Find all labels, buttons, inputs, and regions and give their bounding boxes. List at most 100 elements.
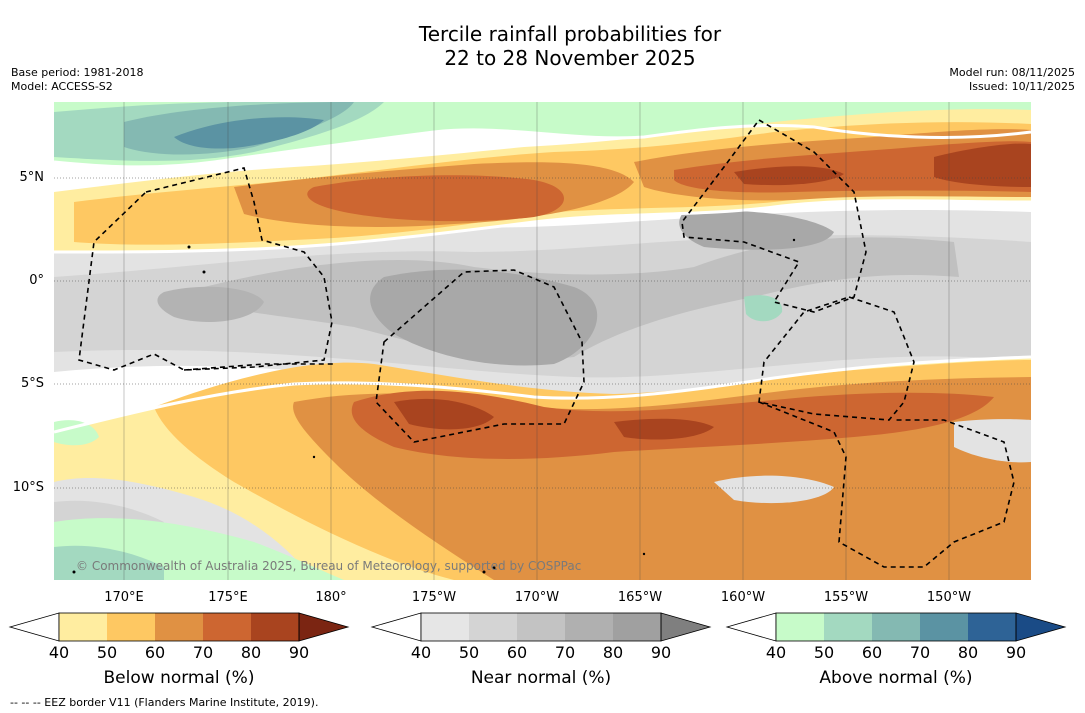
tick-above-60: 60: [861, 643, 883, 662]
colorbar-near-bin-50-60: [469, 613, 517, 641]
above-normal-area: [744, 295, 783, 322]
colorbar-above-max-triangle: [1015, 612, 1067, 642]
tick-above-40: 40: [765, 643, 787, 662]
colorbar-near-max-triangle: [660, 612, 712, 642]
colorbars: [8, 612, 1067, 642]
colorbar-below-title: Below normal (%): [103, 668, 255, 688]
colorbar-ticks: 40 50 60 70 80 90 40 50 60 70 80 90 40 5…: [0, 643, 1085, 665]
colorbar-below-min-triangle: [8, 612, 60, 642]
model-run: Model run: 08/11/2025: [949, 66, 1075, 79]
above-normal-area: [174, 117, 324, 149]
eez-border-cook: [758, 401, 1015, 568]
lon-label-170E: 170°E: [104, 590, 144, 605]
colorbar-above-bin-80-90: [968, 613, 1016, 641]
tick-near-60: 60: [506, 643, 528, 662]
contour-line: [54, 199, 1031, 254]
eez-border-french-polynesia: [758, 296, 915, 421]
below-normal-area: [934, 143, 1031, 187]
colorbar-above-title: Above normal (%): [819, 668, 973, 688]
tick-above-50: 50: [813, 643, 835, 662]
below-normal-area: [614, 418, 714, 440]
copyright-note: © Commonwealth of Australia 2025, Bureau…: [76, 559, 582, 573]
near-normal-area: [157, 286, 264, 322]
colorbar-near-bin-40-50: [421, 613, 469, 641]
lon-label-150W: 150°W: [926, 590, 972, 605]
meta-left: Base period: 1981-2018 Model: ACCESS-S2: [11, 66, 143, 94]
island: [72, 570, 76, 574]
tick-near-80: 80: [602, 643, 624, 662]
graticule: [54, 177, 1031, 489]
eez-border-samoa: [183, 363, 334, 371]
tick-above-80: 80: [957, 643, 979, 662]
eez-border-kiribati-line: [681, 118, 867, 313]
near-normal-area: [954, 419, 1031, 463]
colorbar-above-bin-50-60: [824, 613, 872, 641]
lat-label-0: 0°: [29, 273, 44, 288]
title-line-1: Tercile rainfall probabilities for: [418, 22, 722, 46]
below-normal-area: [734, 166, 844, 186]
colorbar-above-bin-70-80: [920, 613, 968, 641]
lon-label-180: 180°: [315, 590, 347, 605]
colorbar-above-frame: [775, 612, 1017, 642]
tick-near-70: 70: [554, 643, 576, 662]
above-normal-area: [54, 420, 99, 446]
title-line-2: 22 to 28 November 2025: [444, 46, 696, 70]
contour-line: [54, 123, 1031, 169]
colorbar-above-bin-40-50: [776, 613, 824, 641]
tick-below-70: 70: [192, 643, 214, 662]
lon-label-155W: 155°W: [823, 590, 869, 605]
colorbar-above: [725, 612, 1067, 642]
tick-above-90: 90: [1005, 643, 1027, 662]
colorbar-near-bin-60-70: [517, 613, 565, 641]
tick-near-40: 40: [410, 643, 432, 662]
tick-below-50: 50: [96, 643, 118, 662]
lon-label-175E: 175°E: [208, 590, 248, 605]
eez-border-kiribati-gilbert: [78, 167, 333, 371]
tick-below-40: 40: [48, 643, 70, 662]
island: [202, 270, 206, 274]
eez-border: [78, 118, 1015, 568]
island: [792, 238, 796, 242]
colorbar-below: [8, 612, 350, 642]
colorbar-near: [370, 612, 712, 642]
colorbar-above-min-triangle: [725, 612, 777, 642]
issued-date: Issued: 10/11/2025: [968, 80, 1075, 93]
island: [492, 566, 496, 570]
tick-below-80: 80: [240, 643, 262, 662]
colorbar-below-bin-60-70: [155, 613, 203, 641]
meta-right: Model run: 08/11/2025 Issued: 10/11/2025: [949, 66, 1075, 94]
contour-line: [54, 355, 1031, 434]
colorbar-below-bin-40-50: [59, 613, 107, 641]
base-period: Base period: 1981-2018: [11, 66, 144, 79]
eez-border-kiribati-phoenix: [375, 269, 585, 443]
above-normal-area: [54, 545, 164, 580]
map-title: Tercile rainfall probabilities for 22 to…: [0, 22, 1085, 70]
eez-legend-note: -- -- -- EEZ border V11 (Flanders Marine…: [10, 696, 319, 709]
colorbar-below-frame: [58, 612, 300, 642]
lon-label-165W: 165°W: [617, 590, 663, 605]
probability-map: [54, 102, 1031, 580]
below-normal-area: [307, 175, 564, 222]
near-normal-area: [714, 475, 834, 504]
graticule: [123, 102, 950, 580]
island: [482, 570, 486, 574]
below-normal-area: [394, 398, 494, 430]
island: [187, 245, 191, 249]
colorbar-below-bin-50-60: [107, 613, 155, 641]
colorbar-below-bin-70-80: [203, 613, 251, 641]
island: [642, 552, 646, 556]
colorbar-near-min-triangle: [370, 612, 422, 642]
colorbar-below-bin-80-90: [251, 613, 299, 641]
tick-near-50: 50: [458, 643, 480, 662]
tick-near-90: 90: [650, 643, 672, 662]
colorbar-near-bin-70-80: [565, 613, 613, 641]
tick-below-60: 60: [144, 643, 166, 662]
colorbar-above-bin-60-70: [872, 613, 920, 641]
colorbar-below-max-triangle: [298, 612, 350, 642]
model-name: Model: ACCESS-S2: [11, 80, 113, 93]
colorbar-near-title: Near normal (%): [470, 668, 612, 688]
tick-below-90: 90: [288, 643, 310, 662]
colorbar-near-bin-80-90: [613, 613, 661, 641]
tick-above-70: 70: [909, 643, 931, 662]
near-normal-area: [370, 269, 598, 366]
